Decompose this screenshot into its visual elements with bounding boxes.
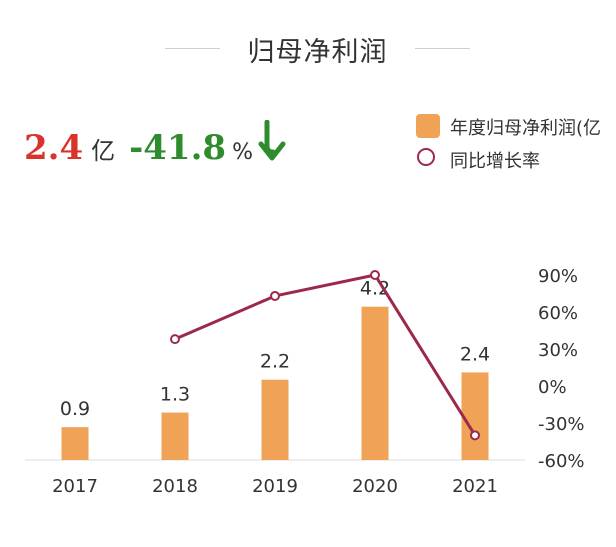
latest-profit-value: 2.4 — [24, 128, 84, 168]
growth-point-2021 — [470, 430, 480, 441]
growth-point-2020 — [370, 270, 380, 280]
bar-label-2018: 1.3 — [160, 384, 190, 406]
legend-bar-swatch — [416, 114, 440, 138]
y-right-tick: -60% — [538, 451, 585, 472]
y-right-tick: 60% — [538, 303, 578, 324]
y-right-tick: 30% — [538, 340, 578, 361]
bar-2021 — [461, 372, 489, 460]
x-tick-2020: 2020 — [352, 476, 398, 497]
latest-change-unit: % — [232, 140, 253, 165]
y-right-tick: -30% — [538, 414, 585, 435]
latest-change-value: -41.8 — [129, 128, 227, 168]
x-tick-2017: 2017 — [52, 476, 98, 497]
y-right-tick: 0% — [538, 377, 567, 398]
bar-2019 — [261, 379, 289, 460]
growth-line — [174, 273, 477, 437]
growth-point-2019 — [270, 290, 280, 301]
chart-title-row: 归母净利润 — [0, 28, 616, 68]
bar-label-2017: 0.9 — [60, 398, 90, 420]
summary-row: 2.4 亿 -41.8% — [24, 128, 253, 168]
legend-label-growth: 同比增长率 — [450, 151, 540, 172]
x-tick-2021: 2021 — [452, 476, 498, 497]
bar-2017 — [61, 427, 89, 460]
down-arrow-icon — [258, 120, 286, 161]
growth-point-2018 — [170, 334, 180, 345]
title-divider-right — [415, 48, 470, 49]
x-tick-2019: 2019 — [252, 476, 298, 497]
chart-title: 归母净利润 — [247, 37, 388, 68]
legend-line-marker — [417, 148, 435, 166]
bar-label-2021: 2.4 — [460, 343, 490, 365]
y-right-tick: 90% — [538, 266, 578, 287]
legend-label-profit: 年度归母净利润(亿 — [450, 118, 602, 139]
bar-2018 — [161, 412, 189, 460]
bar-label-2020: 4.2 — [360, 278, 390, 300]
bar-label-2019: 2.2 — [260, 351, 290, 373]
bar-2020 — [361, 306, 389, 460]
x-tick-2018: 2018 — [152, 476, 198, 497]
latest-profit-unit: 亿 — [91, 137, 116, 165]
title-divider-left — [165, 48, 220, 49]
